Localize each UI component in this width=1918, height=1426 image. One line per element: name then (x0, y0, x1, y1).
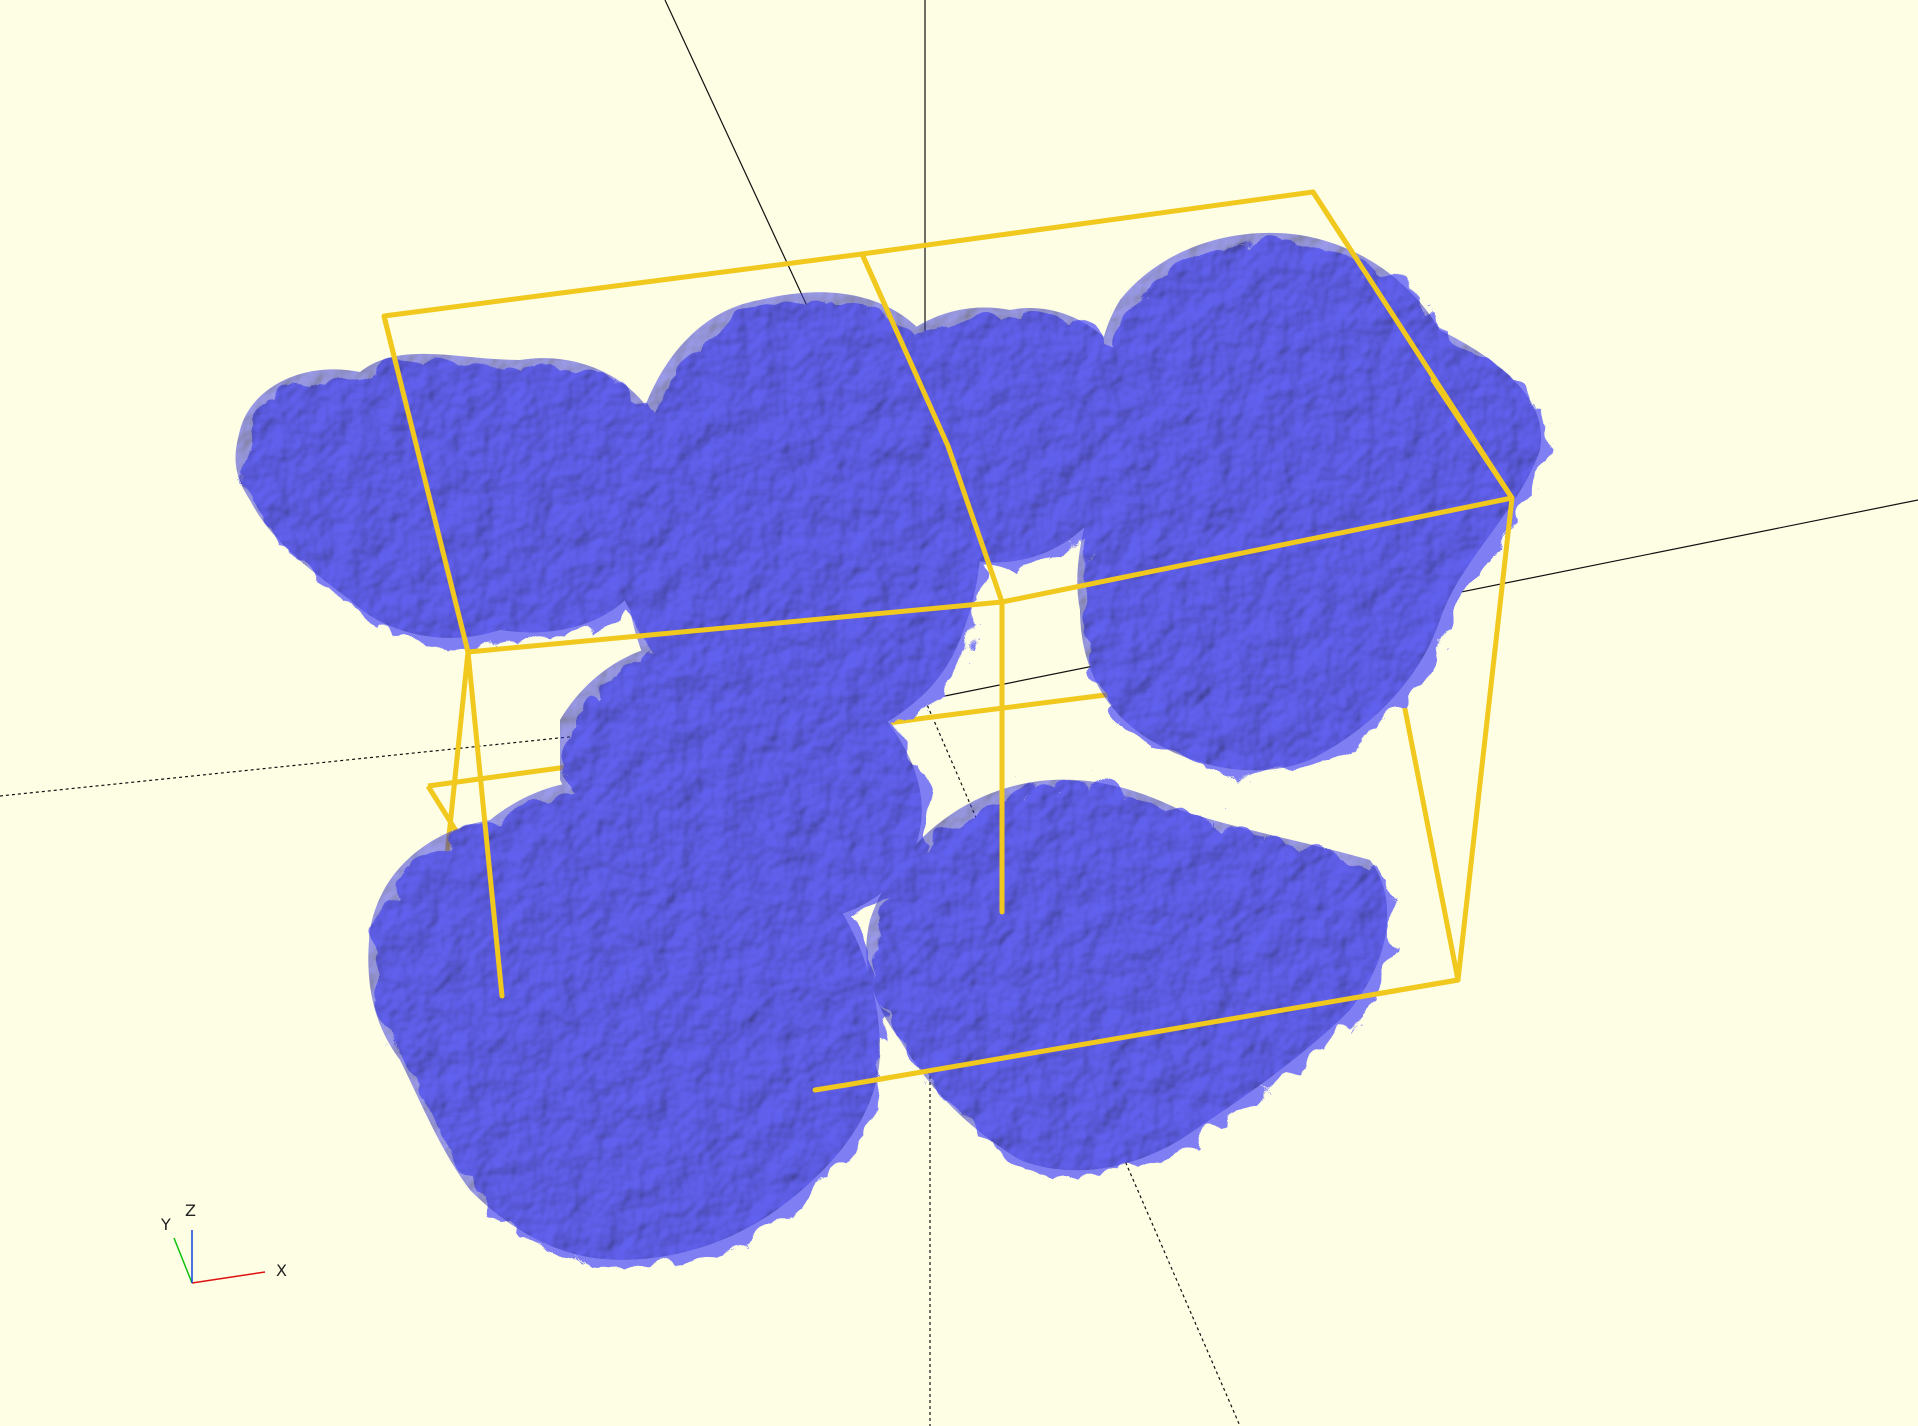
z-axis-indicator-label: Z (185, 1201, 196, 1220)
unit-cell-front (381, 189, 1515, 1093)
unit-cell-edge (999, 495, 1515, 605)
unit-cell-edge (381, 313, 471, 655)
axes-orientation-indicator: X Y Z (160, 1201, 287, 1284)
unit-cell-edge (945, 443, 1005, 605)
unit-cell-edge (1430, 377, 1515, 501)
unit-cell-edge (1455, 495, 1515, 983)
unit-cell-edge (465, 599, 1005, 655)
surface-shading (235, 232, 1542, 1260)
x-axis-indicator-label: X (276, 1261, 287, 1280)
unit-cell-edge (812, 1082, 849, 1093)
unit-cell-edge (843, 977, 1461, 1088)
x-axis-indicator-line (191, 1271, 266, 1284)
y-axis-indicator-line (173, 1237, 193, 1284)
y-axis-indicator-label: Y (160, 1215, 171, 1234)
unit-cell-edge (465, 649, 505, 999)
unit-cell-edge (859, 251, 951, 449)
